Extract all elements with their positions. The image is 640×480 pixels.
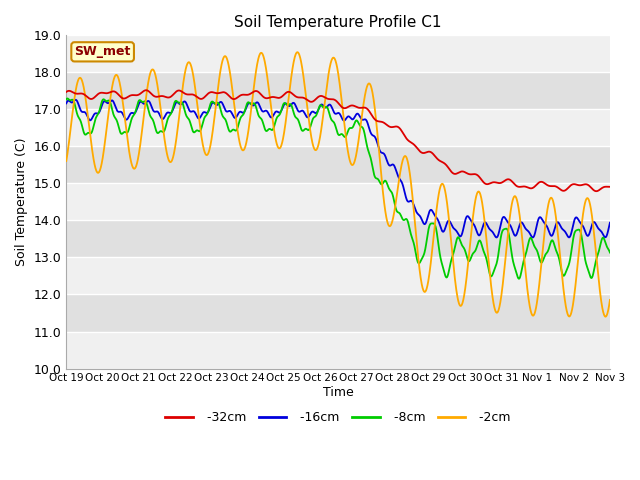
Y-axis label: Soil Temperature (C): Soil Temperature (C) <box>15 138 28 266</box>
Bar <box>67 109 610 146</box>
Text: SW_met: SW_met <box>74 45 131 59</box>
Title: Soil Temperature Profile C1: Soil Temperature Profile C1 <box>234 15 442 30</box>
Bar <box>67 183 610 220</box>
X-axis label: Time: Time <box>323 386 353 399</box>
Bar <box>67 332 610 369</box>
Bar <box>67 257 610 295</box>
Legend:  -32cm,  -16cm,  -8cm,  -2cm: -32cm, -16cm, -8cm, -2cm <box>161 406 516 429</box>
Bar <box>67 36 610 72</box>
